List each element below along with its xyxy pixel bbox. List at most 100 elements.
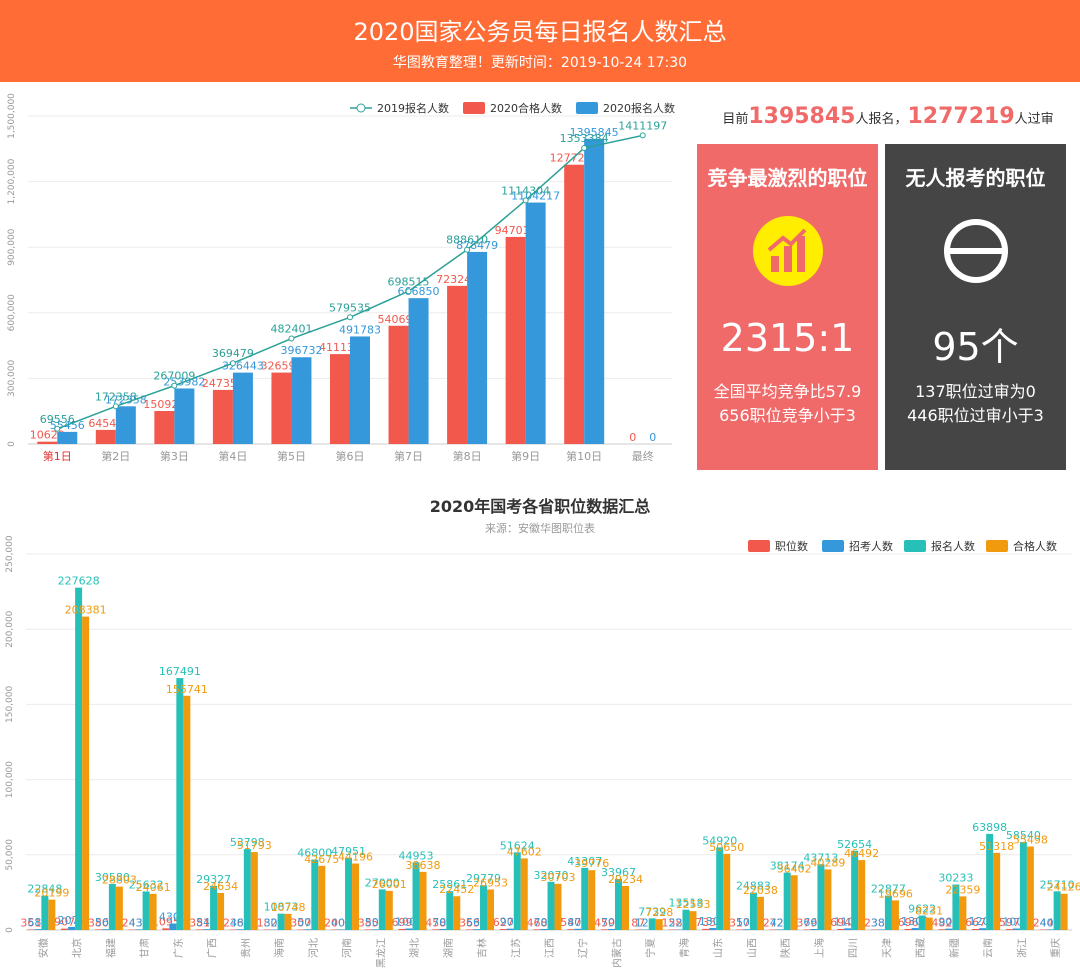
bar-1	[68, 926, 76, 930]
bar-1	[304, 929, 312, 930]
bar-2	[210, 885, 218, 930]
bar-qualified	[388, 325, 409, 444]
data-label: 22359	[945, 883, 980, 896]
bar-3	[82, 616, 90, 930]
bar-2	[918, 915, 926, 930]
data-label: 381	[189, 916, 210, 929]
bar-1	[607, 928, 615, 930]
low-ratio-text: 656职位竞争小于3	[719, 406, 856, 425]
data-label: 0	[649, 431, 656, 444]
data-label: 7228	[645, 906, 673, 919]
data-label: 379	[796, 916, 817, 929]
bar-0	[600, 929, 608, 930]
bar-0	[297, 929, 305, 930]
bar-0	[331, 929, 339, 930]
line-data-label: 1411197	[618, 119, 667, 132]
bar-qualified	[564, 164, 585, 444]
bar-0	[769, 929, 777, 930]
most-competitive-card: 竞争最激烈的职位 2315:1 全国平均竞争比57.9 656职位竞争小于3	[697, 144, 878, 470]
bar-registered	[232, 372, 253, 444]
data-label: 0	[629, 431, 636, 444]
data-label: 27000	[365, 876, 400, 889]
bar-0	[938, 929, 946, 930]
bar-0	[972, 928, 980, 930]
data-label: 167491	[159, 665, 201, 678]
bar-3	[824, 869, 832, 930]
line-data-label: 888610	[446, 234, 488, 247]
bar-1	[810, 929, 818, 930]
data-label: 482	[931, 916, 952, 929]
data-label: 25861	[432, 878, 467, 891]
bar-2	[513, 852, 521, 930]
x-tick-label: 第10日	[566, 449, 602, 463]
bar-chart-icon	[753, 216, 823, 286]
line-data-label: 482401	[270, 323, 312, 336]
bar-0	[364, 929, 372, 930]
data-label: 54920	[702, 834, 737, 847]
bar-3	[419, 871, 427, 930]
data-label: 33967	[601, 866, 636, 879]
data-label: 36402	[777, 862, 812, 875]
x-tick-label: 第6日	[336, 449, 365, 463]
x-tick-label: 第3日	[160, 449, 189, 463]
line-point	[405, 288, 412, 295]
bar-registered	[291, 357, 312, 444]
bar-1	[135, 929, 143, 930]
data-label: 326443	[222, 360, 264, 373]
data-label: 43713	[803, 851, 838, 864]
x-tick-label: 浙江	[1016, 938, 1028, 958]
bar-2	[817, 864, 825, 930]
x-tick-label: 山东	[712, 938, 725, 958]
data-label: 29327	[196, 873, 231, 886]
bar-registered	[115, 406, 136, 444]
data-label: 227628	[58, 575, 100, 588]
bar-1	[877, 929, 885, 930]
bar-0	[27, 929, 35, 930]
data-label: 272	[763, 917, 784, 930]
data-label: 46800	[297, 847, 332, 860]
bar-2	[412, 862, 420, 930]
line-point	[347, 314, 353, 321]
line-point	[522, 197, 529, 204]
legend-swatch-marker	[356, 103, 366, 113]
legend-label: 职位数	[775, 539, 808, 553]
data-label: 51624	[500, 839, 535, 852]
data-label: 8231	[915, 905, 943, 918]
bar-0	[1005, 929, 1013, 930]
data-label: 696	[898, 916, 919, 929]
data-label: 24883	[736, 880, 771, 893]
card-title: 无人报考的职位	[905, 166, 1046, 190]
data-label: 24634	[203, 880, 238, 893]
x-tick-label: 辽宁	[577, 938, 590, 958]
bar-2	[378, 889, 386, 930]
x-tick-label: 贵州	[239, 938, 252, 958]
summary-suffix: 人过审	[1014, 112, 1054, 127]
bar-0	[668, 929, 676, 930]
data-label: 243	[122, 917, 143, 930]
bar-qualified	[37, 441, 58, 444]
data-label: 468	[527, 916, 548, 929]
line-data-label: 1114304	[501, 184, 550, 197]
bar-2	[851, 850, 859, 930]
line-point	[171, 382, 178, 389]
data-label: 32070	[534, 869, 569, 882]
data-label: 236	[223, 917, 244, 930]
legend-label: 2020合格人数	[490, 101, 562, 115]
bar-2	[783, 872, 791, 930]
page-header: 2020国家公务员每日报名人数汇总 华图教育整理！更新时间：2019-10-24…	[0, 0, 1080, 82]
bar-2	[446, 891, 454, 930]
line-data-label: 369479	[212, 347, 254, 360]
data-label: 735	[695, 916, 716, 929]
line-data-label: 579535	[329, 301, 371, 314]
bar-3	[959, 896, 967, 930]
x-tick-label: 黑龙江	[374, 938, 387, 968]
data-label: 51318	[979, 840, 1014, 853]
bar-1	[338, 929, 346, 930]
x-tick-label: 最终	[632, 449, 654, 463]
data-label: 51793	[237, 839, 272, 852]
bar-0	[735, 929, 743, 930]
bar-2	[480, 885, 488, 930]
summary-line: 目前1395845人报名，1277219人过审	[696, 104, 1080, 129]
bar-2	[986, 833, 994, 930]
